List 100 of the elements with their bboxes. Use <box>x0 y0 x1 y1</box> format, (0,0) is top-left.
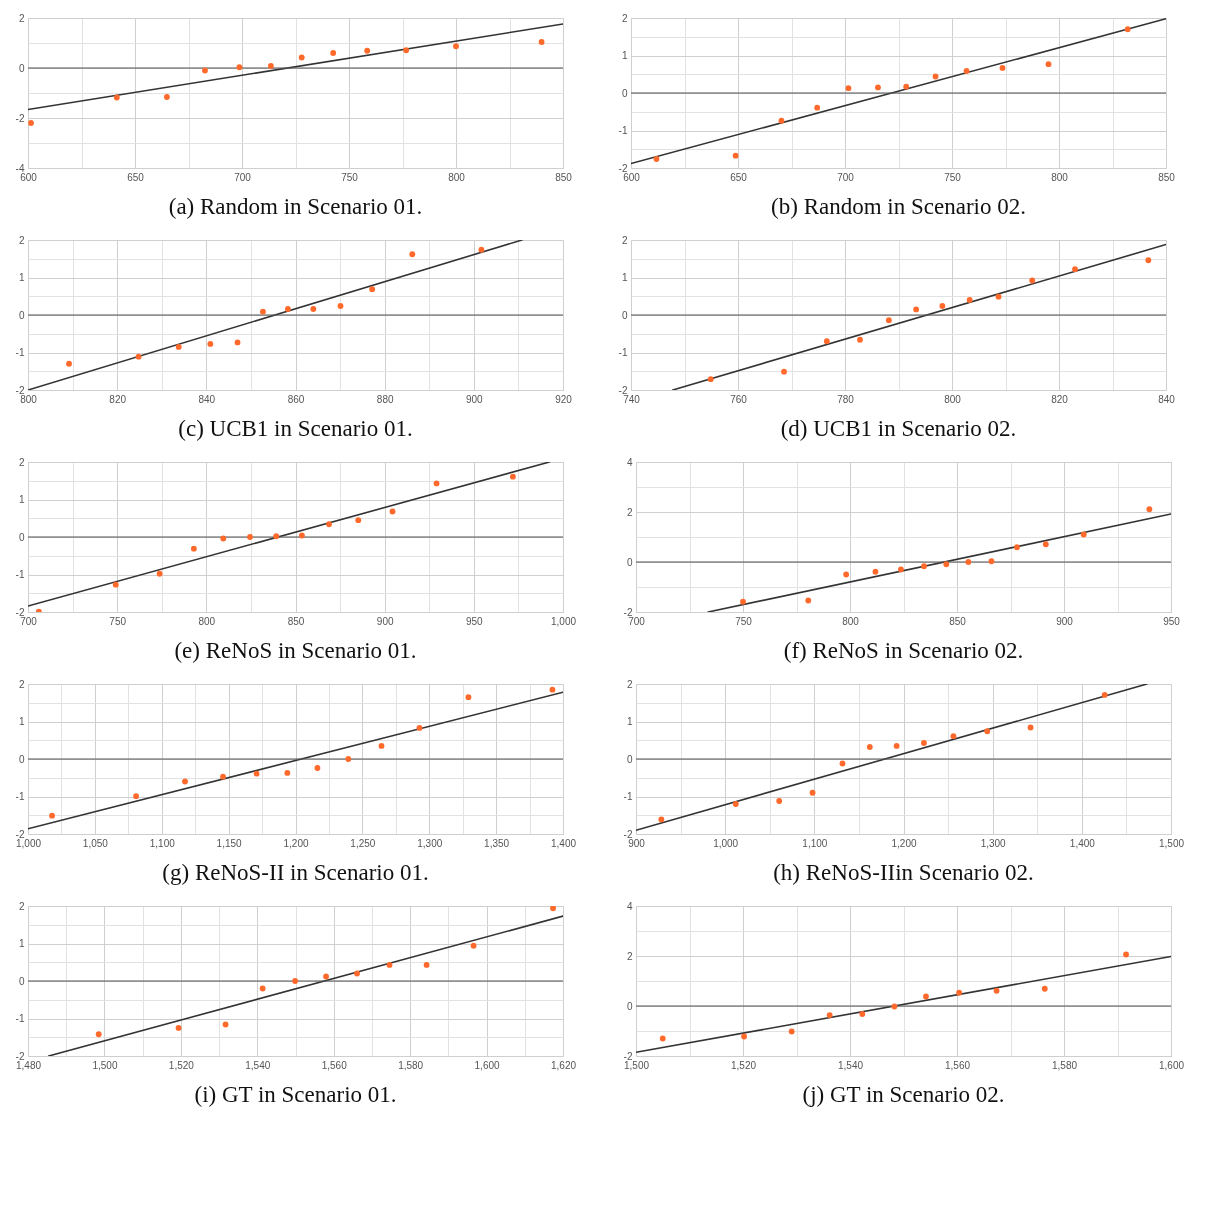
point <box>995 293 1002 300</box>
x-tick-label: 1,250 <box>350 837 376 849</box>
point <box>740 598 746 605</box>
point <box>788 1028 795 1035</box>
x-tick-label: 1,100 <box>149 837 176 849</box>
point <box>182 778 188 785</box>
x-tick-label: 900 <box>628 837 646 849</box>
y-tick-label: -1 <box>623 791 633 802</box>
point <box>956 989 963 996</box>
point <box>845 85 852 92</box>
y-tick-label: -1 <box>15 347 25 358</box>
point <box>1041 985 1048 992</box>
y-tick-label: 4 <box>626 900 633 912</box>
x-tick-label: 850 <box>949 615 967 627</box>
x-tick-label: 780 <box>837 393 855 405</box>
x-tick-label: 1,400 <box>550 837 577 849</box>
x-tick-label: 750 <box>109 615 127 627</box>
x-tick-label: 850 <box>1158 171 1176 183</box>
x-tick-label: 1,520 <box>730 1059 757 1071</box>
x-tick-label: 1,500 <box>92 1059 118 1071</box>
point <box>993 987 1000 994</box>
point <box>369 286 376 293</box>
x-tick-label: 900 <box>1056 615 1074 627</box>
point <box>1145 257 1152 264</box>
point <box>284 769 291 776</box>
y-tick-label: -2 <box>623 828 633 840</box>
y-tick-label: -2 <box>618 162 628 174</box>
point <box>857 336 863 343</box>
point <box>273 533 280 540</box>
x-tick-label: 1,350 <box>484 837 510 849</box>
point <box>826 1012 833 1019</box>
y-tick-label: -1 <box>618 125 628 136</box>
point <box>220 535 227 542</box>
point <box>943 561 950 568</box>
point <box>1123 951 1129 958</box>
x-tick-label: 950 <box>465 615 484 627</box>
point <box>913 306 920 313</box>
y-tick-label: 1 <box>621 272 628 283</box>
x-tick-label: 760 <box>730 393 748 405</box>
x-tick-label: 600 <box>20 171 38 183</box>
point <box>310 306 317 312</box>
y-tick-label: 1 <box>626 716 633 727</box>
x-tick-label: 800 <box>1051 171 1069 183</box>
y-tick-label: 2 <box>621 12 628 24</box>
point <box>354 970 360 977</box>
point <box>984 728 991 735</box>
y-tick-label: 1 <box>18 716 25 727</box>
point <box>292 978 299 984</box>
x-tick-label: 1,500 <box>1158 837 1185 849</box>
x-tick-label: 1,580 <box>398 1059 424 1071</box>
point <box>653 156 660 162</box>
text: (j) GT in Scenario 02. <box>802 1082 1005 1107</box>
x-tick-label: 800 <box>842 615 860 627</box>
y-tick-label: 1 <box>621 50 628 61</box>
point <box>921 739 927 746</box>
y-tick-label: 0 <box>18 753 25 765</box>
point <box>478 246 485 253</box>
x-tick-label: 1,400 <box>1069 837 1096 849</box>
point <box>190 545 197 552</box>
point <box>163 94 170 100</box>
point <box>778 117 785 124</box>
x-tick-label: 800 <box>448 171 466 183</box>
point <box>732 801 739 807</box>
x-tick-label: 800 <box>198 615 216 627</box>
point <box>135 353 142 360</box>
point <box>658 816 665 823</box>
y-tick-label: 1 <box>18 272 25 283</box>
point <box>843 571 850 578</box>
point <box>965 559 972 565</box>
y-tick-label: -2 <box>618 384 628 396</box>
point <box>326 521 332 528</box>
x-tick-label: 1,500 <box>623 1059 650 1071</box>
x-tick-label: 700 <box>837 171 855 183</box>
y-tick-label: 1 <box>18 938 25 949</box>
point <box>409 251 416 258</box>
point <box>1101 691 1108 698</box>
x-tick-label: 950 <box>1163 615 1181 627</box>
point <box>1080 531 1087 538</box>
x-tick-label: 650 <box>127 171 145 183</box>
y-tick-label: -2 <box>15 828 25 840</box>
x-tick-label: 1,200 <box>891 837 917 849</box>
x-tick-label: 700 <box>234 171 252 183</box>
point <box>839 760 846 767</box>
point <box>433 480 440 487</box>
x-tick-label: 1,560 <box>944 1059 971 1071</box>
point <box>253 770 260 777</box>
y-tick-label: 1 <box>18 494 25 505</box>
y-tick-label: 0 <box>621 309 628 321</box>
x-tick-label: 1,100 <box>802 837 828 849</box>
y-tick-label: -2 <box>15 384 25 396</box>
point <box>337 303 344 309</box>
point <box>1014 544 1020 551</box>
x-tick-label: 840 <box>1158 393 1176 405</box>
x-tick-label: 700 <box>628 615 646 627</box>
text: (g) ReNoS-II in Scenario 01. <box>162 860 429 885</box>
y-tick-label: -1 <box>15 791 25 802</box>
point <box>549 686 556 693</box>
x-tick-label: 1,620 <box>550 1059 577 1071</box>
y-tick-label: 0 <box>626 556 633 568</box>
point <box>885 317 892 324</box>
